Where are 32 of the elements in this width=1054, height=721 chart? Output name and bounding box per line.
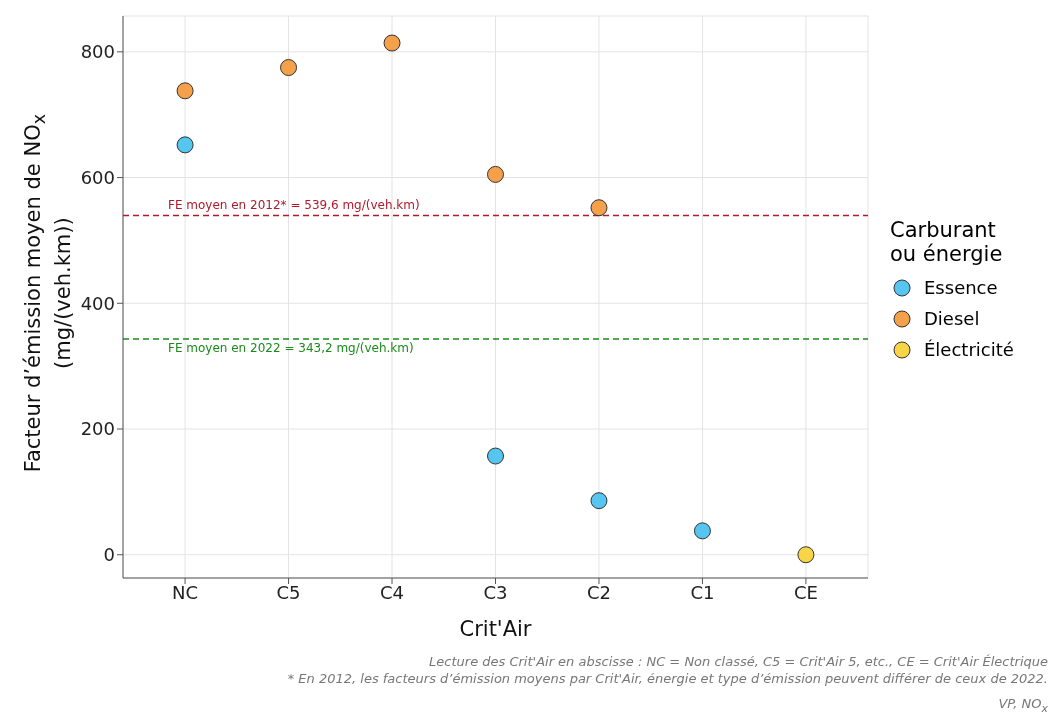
ref-line-label: FE moyen en 2012* = 539,6 mg/(veh.km)	[168, 198, 420, 213]
legend-title: Carburant ou énergie	[890, 218, 1004, 266]
point	[590, 199, 608, 217]
point	[487, 447, 504, 465]
text: VP, NO$_{x}$	[997, 695, 1048, 717]
point	[176, 136, 194, 154]
x-tick-label: NC	[172, 581, 199, 603]
x-tick-label: C4	[380, 581, 405, 603]
y-tick-label: 0	[103, 544, 115, 566]
point	[797, 546, 815, 564]
y-tick-label: 200	[80, 418, 115, 440]
x-tick-label: C5	[276, 581, 301, 603]
legend-label: Électricité	[924, 339, 1014, 360]
text: * En 2012, les facteurs d’émission moyens par Crit'Air, énergie et type d’émission peuvent différer de ceux de 2022.	[286, 670, 1048, 687]
point	[280, 59, 298, 77]
y-tick-label: 400	[80, 292, 115, 314]
y-tick-label: 600	[80, 166, 115, 188]
point	[693, 522, 711, 540]
x-tick-label: C3	[483, 581, 508, 603]
x-tick-label: C1	[690, 581, 715, 603]
legend-label: Essence	[924, 277, 998, 298]
ref-line-label: FE moyen en 2022 = 343,2 mg/(veh.km)	[168, 340, 414, 355]
point	[590, 492, 608, 510]
text: Lecture des Crit'Air en abscisse : NC = Non classé, C5 = Crit'Air 5, etc., CE = Crit'Air Électrique	[428, 653, 1048, 670]
x-tick-label: CE	[793, 581, 818, 603]
point	[176, 82, 194, 100]
point	[383, 34, 401, 52]
y-tick-label: 800	[80, 41, 115, 63]
legend-label: Diesel	[924, 308, 980, 329]
x-tick-label: C2	[586, 581, 611, 603]
x-axis-title: Crit'Air	[459, 617, 532, 641]
point	[487, 165, 504, 183]
